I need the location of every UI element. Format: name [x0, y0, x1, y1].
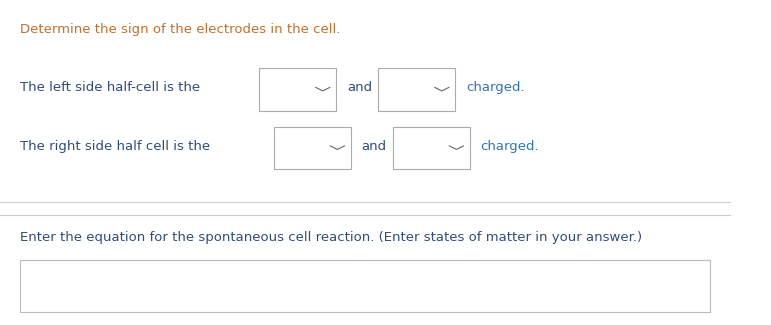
- Text: and: and: [347, 81, 372, 94]
- Text: Enter the equation for the spontaneous cell reaction. (Enter states of matter in: Enter the equation for the spontaneous c…: [20, 231, 641, 244]
- Text: and: and: [362, 140, 386, 153]
- Text: The left side half-cell is the: The left side half-cell is the: [20, 81, 200, 94]
- Text: The right side half cell is the: The right side half cell is the: [20, 140, 210, 153]
- Text: charged.: charged.: [466, 81, 524, 94]
- FancyBboxPatch shape: [259, 68, 336, 110]
- Text: charged.: charged.: [480, 140, 539, 153]
- FancyBboxPatch shape: [20, 260, 710, 312]
- FancyBboxPatch shape: [274, 127, 351, 169]
- FancyBboxPatch shape: [379, 68, 455, 110]
- Text: Determine the sign of the electrodes in the cell.: Determine the sign of the electrodes in …: [20, 23, 340, 36]
- FancyBboxPatch shape: [393, 127, 470, 169]
